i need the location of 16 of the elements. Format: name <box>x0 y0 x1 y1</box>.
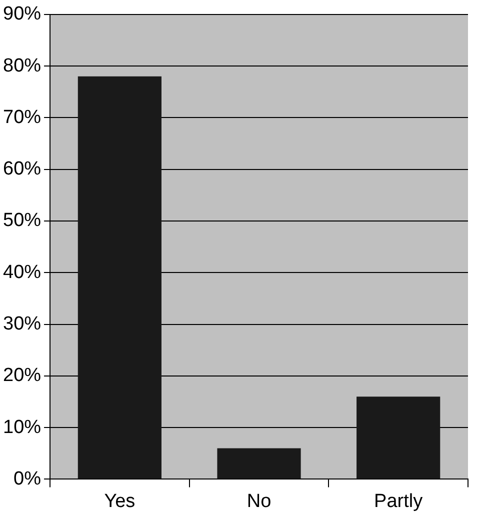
y-tick-label: 70% <box>2 106 42 128</box>
y-tick-label: 40% <box>2 262 42 283</box>
x-tick-label: Yes <box>104 490 136 512</box>
x-tick-label: No <box>246 490 272 512</box>
y-tick-label: 20% <box>2 365 42 386</box>
y-tick-label: 80% <box>2 55 42 76</box>
y-tick-label: 50% <box>2 210 42 232</box>
bar <box>356 396 440 479</box>
y-tick-label: 0% <box>14 468 42 490</box>
y-tick-label: 60% <box>2 158 42 180</box>
y-tick-label: 90% <box>2 4 42 25</box>
bar <box>217 448 301 479</box>
y-tick-label: 10% <box>2 416 42 438</box>
x-tick-label: Partly <box>374 490 424 512</box>
y-tick-label: 30% <box>2 314 42 334</box>
bar <box>78 76 162 479</box>
